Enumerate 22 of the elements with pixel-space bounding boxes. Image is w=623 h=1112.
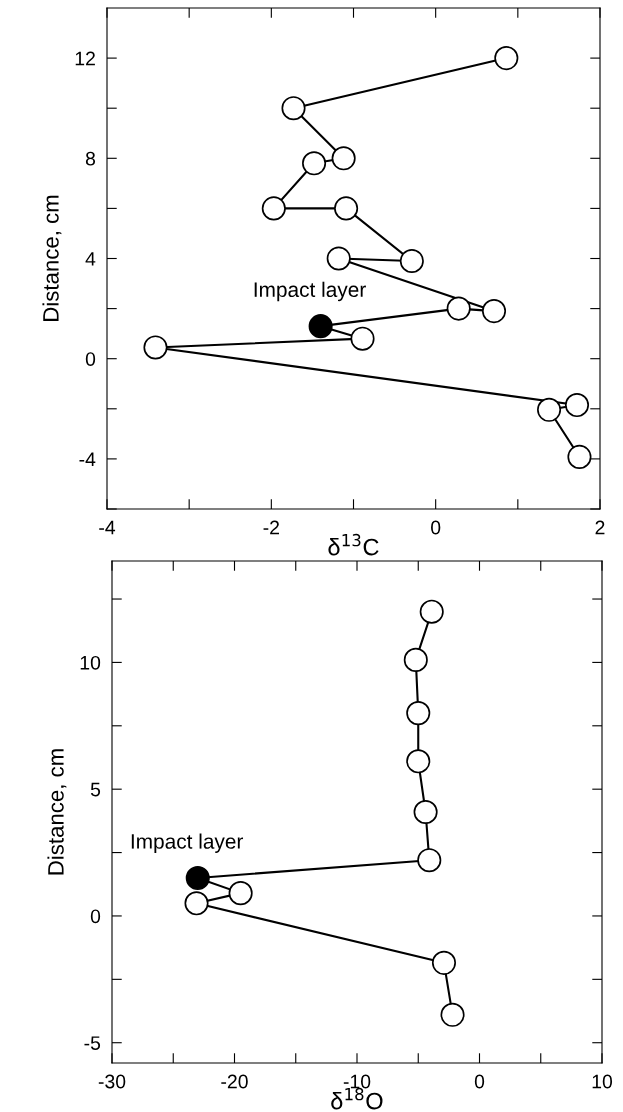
x-tick-label: 2 xyxy=(595,520,605,535)
y-tick-label: 4 xyxy=(85,252,96,266)
x-tick-label: -30 xyxy=(98,1074,126,1089)
y-tick-label: 10 xyxy=(80,655,101,670)
x-tick-label: -2 xyxy=(263,520,279,535)
y-tick-label: 12 xyxy=(75,51,95,66)
x-tick-label: -10 xyxy=(343,1074,371,1089)
x-tick-label: 0 xyxy=(431,520,441,535)
x-tick-label: 0 xyxy=(474,1074,485,1089)
y-tick-label: 0 xyxy=(90,909,101,924)
y-tick-label: -4 xyxy=(79,452,96,466)
x-tick-label: -20 xyxy=(221,1074,248,1089)
annotation: Impact layer xyxy=(131,833,244,853)
y-axis-title: Distance, cm xyxy=(42,195,62,321)
y-tick-label: 5 xyxy=(90,782,101,797)
x-tick-label: 10 xyxy=(592,1074,613,1089)
x-axis-title: δ$^{13}$C xyxy=(328,533,379,556)
y-tick-label: 8 xyxy=(85,151,96,166)
y-tick-label: -5 xyxy=(84,1036,101,1050)
y-tick-label: 0 xyxy=(85,352,96,366)
y-axis-title: Distance, cm xyxy=(47,749,67,875)
annotation: Impact layer xyxy=(254,281,366,302)
